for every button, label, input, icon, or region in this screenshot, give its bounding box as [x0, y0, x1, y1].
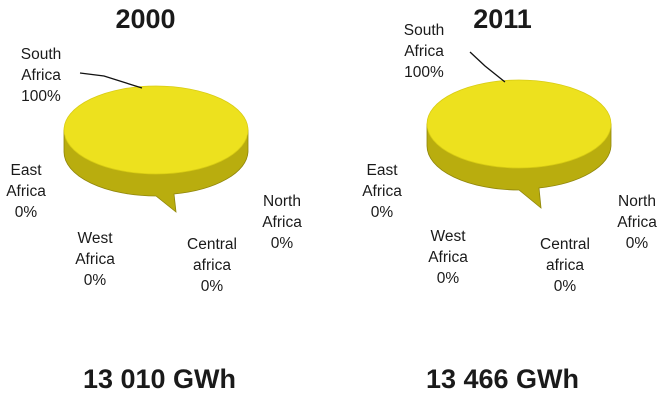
leader-line — [469, 51, 506, 83]
leader-line — [79, 72, 143, 89]
pie-chart-2011 — [426, 51, 612, 209]
label-west-africa: West Africa 0% — [75, 230, 115, 289]
label-west-africa: West Africa 0% — [428, 228, 468, 287]
pie-slice-south-africa — [426, 79, 612, 169]
label-north-africa: North Africa 0% — [617, 193, 657, 252]
chart-title: 2011 — [473, 4, 532, 34]
chart-2011: 2011 South Africa 100% East Africa 0% West Af… — [335, 0, 670, 399]
label-south-africa: South Africa 100% — [403, 22, 445, 81]
label-north-africa: North Africa 0% — [262, 193, 302, 252]
total-energy: 13 466 GWh — [425, 364, 580, 394]
label-south-africa: South Africa 100% — [20, 46, 62, 105]
chart-title: 2000 — [115, 4, 176, 34]
label-east-africa: East Africa 0% — [6, 162, 46, 221]
pie-chart-2000 — [63, 72, 249, 213]
pie-slice-south-africa — [63, 85, 249, 175]
chart-2000: 2000 South Africa 100% East Africa 0% West Af… — [0, 0, 335, 399]
total-energy: 13 010 GWh — [82, 364, 237, 394]
label-east-africa: East Africa 0% — [362, 162, 402, 221]
label-central-africa: Central africa 0% — [540, 236, 590, 295]
label-central-africa: Central africa 0% — [187, 236, 237, 295]
